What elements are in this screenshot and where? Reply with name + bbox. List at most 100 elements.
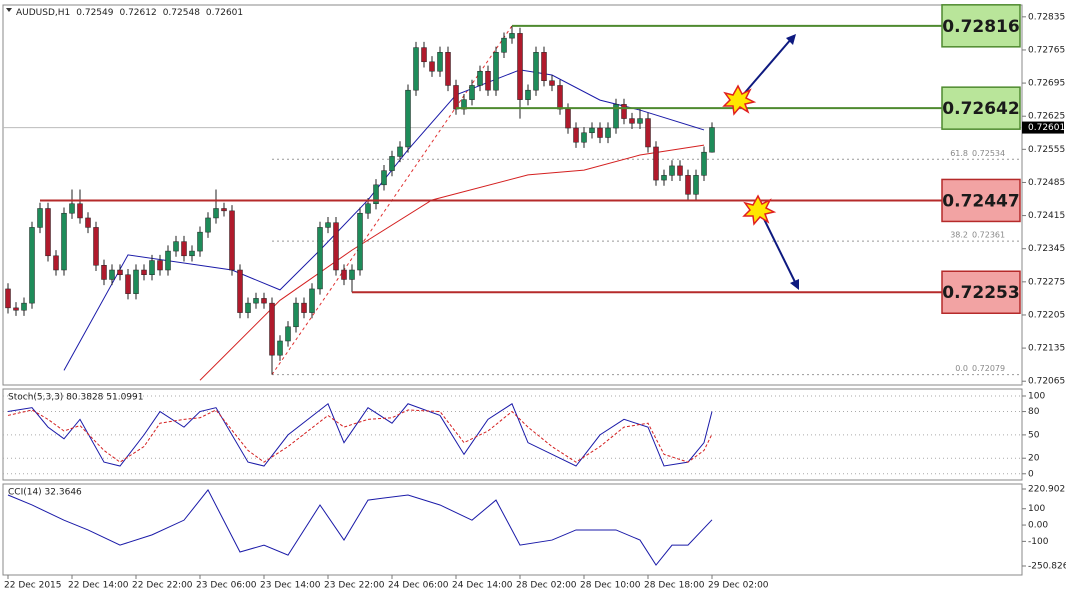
candle-body — [269, 302, 275, 356]
candle-body — [549, 80, 555, 86]
y-tick-label: -100 — [1028, 537, 1049, 547]
candle-body — [157, 260, 163, 271]
y-tick-label: 0 — [1028, 469, 1034, 479]
arrow-down — [761, 214, 797, 285]
candle-body — [149, 260, 155, 275]
ohlc-value: 0.72612 — [119, 8, 156, 18]
ohlc-value: 0.72601 — [206, 8, 243, 18]
candle-body — [341, 269, 347, 280]
x-tick-label: 29 Dec 02:00 — [708, 581, 769, 591]
x-tick-label: 23 Dec 14:00 — [260, 581, 321, 591]
candle-body — [317, 227, 323, 290]
arrow-up — [741, 37, 793, 97]
candle-body — [245, 302, 251, 313]
candle-body — [181, 241, 187, 257]
candle-body — [109, 269, 115, 280]
candle-body — [685, 175, 691, 195]
candle-body — [389, 156, 395, 171]
candle-body — [349, 269, 355, 280]
y-tick-label: 0.72625 — [1028, 112, 1065, 122]
candle-body — [709, 127, 715, 153]
candle-body — [653, 146, 659, 181]
starburst — [742, 194, 777, 226]
candle-body — [701, 151, 707, 176]
candle-body — [253, 298, 259, 304]
candle-body — [605, 127, 611, 138]
arrow-head — [786, 34, 796, 45]
candle-body — [309, 288, 315, 313]
y-tick-label: 0.72065 — [1028, 377, 1065, 387]
chart-title: AUDUSD,H1 0.72549 0.72612 0.72548 0.72601 — [16, 8, 243, 18]
candle-body — [437, 52, 443, 72]
fib-price: 0.72534 — [972, 149, 1005, 158]
level-label: 0.72253 — [942, 283, 1019, 303]
candle-body — [5, 288, 11, 309]
candle-body — [373, 184, 379, 205]
y-tick-label: 220.902 — [1028, 484, 1065, 494]
candle-body — [597, 127, 603, 138]
fib-level: 38.2 — [950, 231, 968, 240]
candle-body — [93, 227, 99, 266]
candle-body — [61, 212, 67, 271]
candle-body — [429, 61, 435, 72]
indicator-title: CCI(14) 32.3646 — [8, 488, 82, 498]
ohlc-value: 0.72549 — [76, 8, 113, 18]
y-tick-label: 80 — [1028, 407, 1040, 417]
candle-body — [557, 85, 563, 110]
main-pane — [2, 4, 1023, 386]
candle-body — [645, 118, 651, 148]
candle-body — [445, 52, 451, 86]
menu-triangle — [6, 8, 12, 12]
candle-body — [693, 175, 699, 195]
candle-body — [533, 52, 539, 91]
candle-body — [37, 208, 43, 228]
fib-level: 61.8 — [950, 149, 968, 158]
candle-body — [13, 307, 19, 311]
x-tick-label: 22 Dec 14:00 — [68, 581, 129, 591]
candle-body — [365, 203, 371, 214]
y-tick-label: 50 — [1028, 430, 1040, 440]
y-tick-label: 0.72835 — [1028, 12, 1065, 22]
y-tick-label: 20 — [1028, 454, 1040, 464]
y-tick-label: 100 — [1028, 504, 1045, 514]
candle-body — [325, 222, 331, 228]
x-tick-label: 23 Dec 22:00 — [324, 581, 385, 591]
candle-body — [205, 217, 211, 233]
candle-body — [133, 269, 139, 294]
candle-body — [621, 104, 627, 119]
candle-body — [397, 146, 403, 157]
arrow-head — [790, 279, 799, 290]
y-tick-label: 0.72555 — [1028, 145, 1065, 155]
candle-body — [501, 37, 507, 53]
fib-price: 0.72361 — [972, 231, 1005, 240]
y-tick-label: 0.72205 — [1028, 310, 1065, 320]
y-tick-label: 0.72275 — [1028, 277, 1065, 287]
level-label: 0.72447 — [942, 191, 1019, 211]
level-box — [941, 270, 1021, 314]
y-tick-label: 0.72345 — [1028, 244, 1065, 254]
candle-body — [141, 269, 147, 275]
candle-body — [357, 212, 363, 271]
x-tick-label: 28 Dec 10:00 — [580, 581, 641, 591]
candle-body — [589, 127, 595, 134]
y-tick-label: -250.826 — [1028, 561, 1066, 571]
candle-body — [213, 208, 219, 219]
candle-body — [669, 165, 675, 176]
x-tick-label: 24 Dec 14:00 — [452, 581, 513, 591]
candle-body — [421, 47, 427, 63]
moving-average — [199, 144, 705, 381]
starburst — [722, 84, 757, 116]
candle-body — [197, 231, 203, 252]
candle-body — [629, 118, 635, 124]
candle-body — [165, 250, 171, 271]
candle-body — [301, 302, 307, 313]
y-tick-label: 100 — [1028, 392, 1045, 402]
candle-body — [101, 265, 107, 280]
candle-body — [453, 85, 459, 110]
indicator-title: Stoch(5,3,3) 80.3828 51.0991 — [8, 393, 143, 403]
candle-body — [525, 89, 531, 100]
candle-body — [405, 89, 411, 148]
y-tick-label: 0.72695 — [1028, 79, 1065, 89]
x-tick-label: 22 Dec 2015 — [4, 581, 62, 591]
